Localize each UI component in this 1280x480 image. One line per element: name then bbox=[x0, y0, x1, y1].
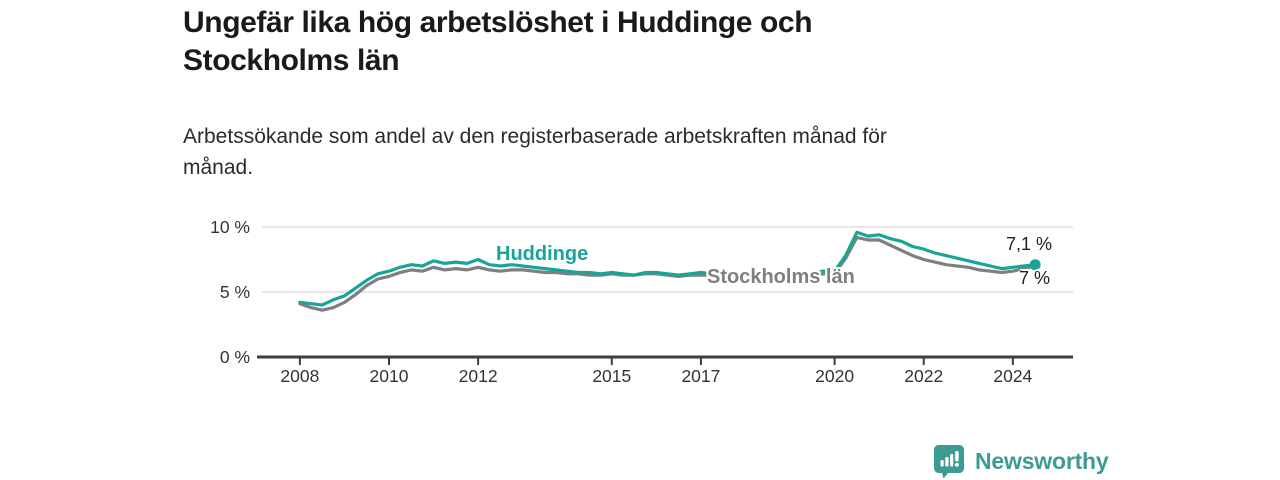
x-tick-label-2015: 2015 bbox=[592, 366, 632, 386]
y-tick-label-5: 5 % bbox=[219, 282, 250, 302]
end-dot-huddinge bbox=[1029, 259, 1041, 271]
newsworthy-logo: Newsworthy bbox=[933, 444, 1109, 479]
x-tick-label-2010: 2010 bbox=[369, 366, 409, 386]
title-line-2: Stockholms län bbox=[183, 44, 400, 77]
x-tick-label-2017: 2017 bbox=[681, 366, 721, 386]
newsworthy-badge-icon bbox=[934, 445, 964, 479]
x-tick-label-2024: 2024 bbox=[993, 366, 1033, 386]
series-label-stockholms-lan: Stockholms län bbox=[707, 266, 855, 288]
chart-subtitle: Arbetssökande som andel av den registerb… bbox=[183, 121, 1053, 183]
x-tick-label-2020: 2020 bbox=[815, 366, 855, 386]
newsworthy-logo-text: Newsworthy bbox=[975, 448, 1109, 474]
series-line-huddinge bbox=[298, 230, 1037, 307]
subtitle-line-1: Arbetssökande som andel av den registerb… bbox=[183, 125, 887, 148]
subtitle-line-2: månad. bbox=[183, 156, 254, 179]
series-label-huddinge: Huddinge bbox=[496, 243, 589, 265]
x-tick-label-2012: 2012 bbox=[458, 366, 498, 386]
page-title: Ungefär lika hög arbetslöshet i Huddinge… bbox=[183, 4, 1003, 80]
y-tick-label-10: 10 % bbox=[210, 217, 250, 237]
end-value-label-stockholms-lan: 7 % bbox=[1019, 268, 1051, 288]
end-value-label-huddinge: 7,1 % bbox=[1006, 234, 1053, 254]
y-tick-label-0: 0 % bbox=[219, 347, 250, 367]
title-line-1: Ungefär lika hög arbetslöshet i Huddinge… bbox=[183, 6, 813, 39]
x-tick-label-2022: 2022 bbox=[904, 366, 944, 386]
x-tick-label-2008: 2008 bbox=[280, 366, 320, 386]
